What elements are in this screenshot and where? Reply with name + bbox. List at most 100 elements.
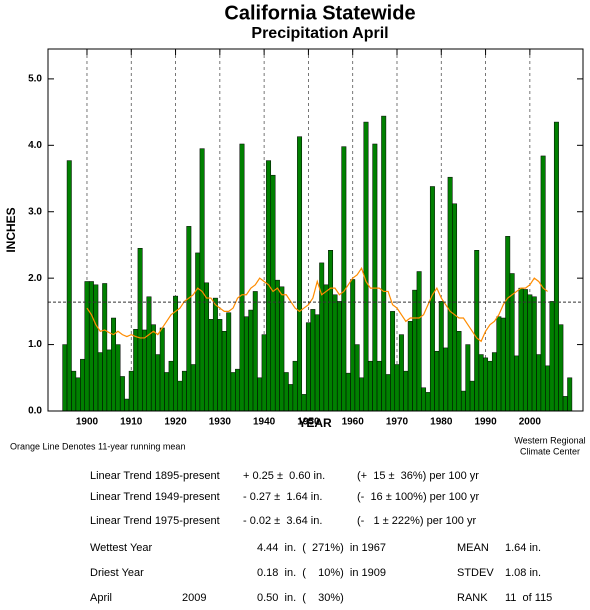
trend-label: Linear Trend 1895-present	[90, 470, 220, 482]
trend-percent: (+ 15 ± 36%) per 100 yr	[357, 470, 479, 482]
bar	[341, 146, 347, 412]
x-tick-label: 1970	[386, 417, 409, 428]
bar	[199, 148, 205, 412]
bar	[474, 250, 480, 412]
y-tick-label: 2.0	[28, 273, 42, 284]
bar	[553, 121, 559, 412]
bar	[137, 248, 143, 412]
bar	[558, 324, 564, 412]
bar	[243, 316, 249, 412]
x-tick-label: 2000	[519, 417, 542, 428]
y-tick-label: 3.0	[28, 206, 42, 217]
bar	[155, 354, 161, 412]
bar	[71, 370, 77, 412]
bar	[407, 321, 413, 412]
bar	[195, 252, 201, 412]
trend-label: Linear Trend 1975-present	[90, 515, 220, 527]
bar	[381, 115, 387, 412]
bar	[310, 309, 316, 412]
bar	[235, 368, 241, 412]
bar	[531, 296, 537, 412]
stat-text: Wettest Year	[90, 542, 153, 554]
bar	[319, 262, 325, 412]
y-tick-label: 5.0	[28, 74, 42, 85]
bar	[270, 174, 276, 412]
trend-label: Linear Trend 1949-present	[90, 491, 220, 503]
bar	[403, 370, 409, 412]
trend-percent: (- 16 ± 100%) per 100 yr	[357, 491, 480, 503]
bar	[102, 283, 108, 412]
bar	[518, 287, 524, 412]
bar	[314, 314, 320, 412]
stat-text: 2009	[182, 592, 206, 604]
bar	[438, 301, 444, 412]
bar	[106, 349, 112, 412]
x-tick-label: 1930	[209, 417, 232, 428]
x-tick-label: 1920	[164, 417, 187, 428]
bar	[239, 143, 245, 412]
bar	[416, 271, 422, 412]
bar	[274, 279, 280, 412]
bar	[208, 319, 214, 412]
bar	[177, 380, 183, 412]
bar	[487, 360, 493, 412]
bar	[261, 334, 267, 412]
bar	[84, 281, 90, 412]
bar	[522, 289, 528, 412]
bar	[217, 319, 223, 412]
bar	[88, 281, 94, 412]
bar	[372, 143, 378, 412]
bar	[279, 286, 285, 412]
stat-text: 0.18 in. ( 10%) in 1909	[257, 567, 386, 579]
bar	[385, 374, 391, 412]
y-tick-label: 0.0	[28, 406, 42, 417]
bar	[443, 347, 449, 412]
bar	[452, 203, 458, 412]
x-tick-label: 1950	[297, 417, 320, 428]
bar	[248, 309, 254, 412]
bar	[164, 372, 170, 412]
stat-text: MEAN	[457, 542, 489, 554]
bar	[394, 364, 400, 412]
bar	[323, 284, 329, 412]
bar	[305, 322, 311, 412]
bar	[288, 384, 294, 412]
stat-text: April	[90, 592, 112, 604]
bar	[93, 284, 99, 412]
trend-percent: (- 1 ± 222%) per 100 yr	[357, 515, 476, 527]
bar	[350, 279, 356, 412]
note-left: Orange Line Denotes 11-year running mean	[10, 441, 185, 451]
bar	[496, 316, 502, 412]
bar	[363, 121, 369, 412]
plot-frame	[47, 48, 584, 412]
bar	[190, 364, 196, 412]
bar	[367, 360, 373, 412]
bar	[111, 317, 117, 412]
bar	[425, 392, 431, 412]
bar	[124, 398, 130, 412]
bar	[297, 136, 303, 412]
bar	[328, 250, 334, 412]
stat-text: STDEV	[457, 567, 494, 579]
y-tick-label: 4.0	[28, 140, 42, 151]
bar	[500, 317, 506, 412]
trend-value: + 0.25 ± 0.60 in.	[243, 470, 325, 482]
bar	[359, 377, 365, 412]
stat-text: 0.50 in. ( 30%)	[257, 592, 344, 604]
bar	[221, 331, 227, 412]
stat-text: 1.08 in.	[505, 567, 541, 579]
bar	[434, 350, 440, 412]
bar	[115, 344, 121, 412]
bar	[66, 160, 72, 412]
bar	[398, 334, 404, 412]
bar	[412, 289, 418, 412]
bar	[97, 352, 103, 412]
note-right: Western Regional	[514, 435, 585, 445]
chart-subtitle: Precipitation April	[251, 25, 388, 42]
stat-text: 1.64 in.	[505, 542, 541, 554]
chart-title: California Statewide	[224, 2, 415, 24]
bar	[292, 360, 298, 412]
bar	[142, 329, 148, 412]
bar	[252, 291, 258, 412]
